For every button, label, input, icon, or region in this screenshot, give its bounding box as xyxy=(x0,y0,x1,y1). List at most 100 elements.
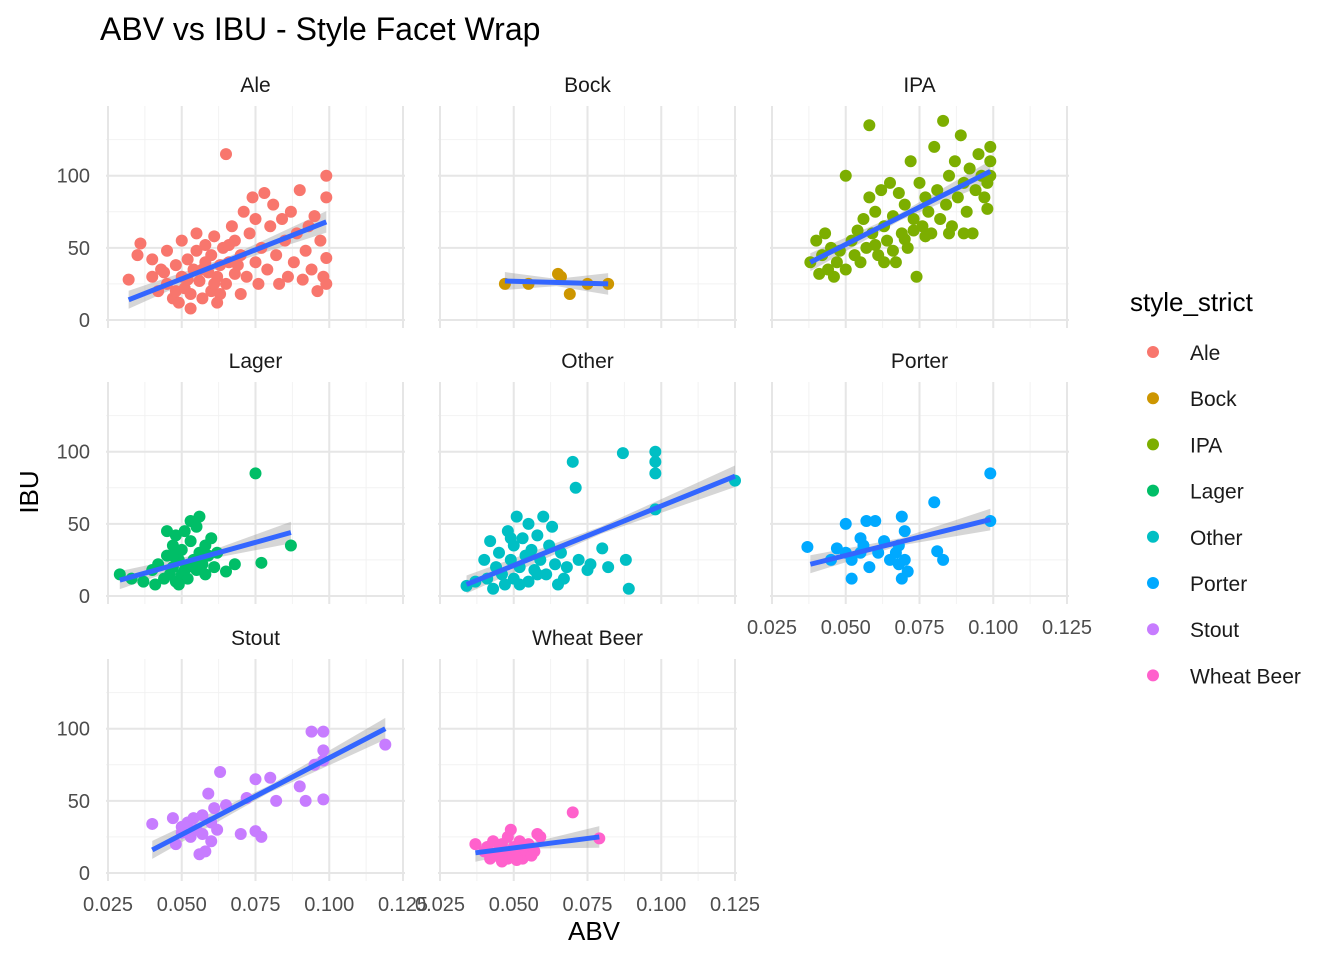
legend: style_strict Ale Bock IPA Lager Other Porter S… xyxy=(1130,287,1301,688)
legend-key-dot xyxy=(1147,577,1159,589)
data-point xyxy=(860,514,873,527)
data-point xyxy=(649,467,662,480)
data-point xyxy=(863,119,876,132)
data-point xyxy=(554,270,567,283)
facet-panel-lager: Lager 0 50 100 xyxy=(57,350,405,608)
regression-line xyxy=(809,517,991,567)
data-point xyxy=(928,496,941,509)
regression-line xyxy=(151,726,387,853)
data-point xyxy=(196,558,209,571)
facet-panel-other: Other xyxy=(438,350,741,604)
data-point xyxy=(516,532,529,545)
data-point xyxy=(484,535,497,548)
data-point xyxy=(196,828,209,841)
data-point xyxy=(169,285,182,298)
data-point xyxy=(540,568,553,581)
data-point xyxy=(205,835,218,848)
data-point xyxy=(220,148,232,161)
facet-panel-stout: Stout 0 50 100 0.025 0.050 0.075 0.100 0.125 xyxy=(57,627,428,916)
x-tick-label: 0.100 xyxy=(304,894,354,916)
data-point xyxy=(184,535,197,548)
data-point xyxy=(234,828,247,841)
legend-key-dot xyxy=(1147,392,1159,405)
data-point xyxy=(572,553,585,566)
data-point xyxy=(196,809,209,822)
data-point xyxy=(249,256,262,269)
data-point xyxy=(616,447,629,460)
data-point xyxy=(193,510,206,523)
facet-strip-label: Stout xyxy=(231,627,280,650)
data-point xyxy=(299,794,312,807)
data-point xyxy=(969,184,982,197)
data-point xyxy=(249,773,262,786)
data-point xyxy=(220,565,232,578)
data-point xyxy=(158,266,171,279)
data-point xyxy=(243,227,256,240)
regression-line xyxy=(119,530,292,583)
data-point xyxy=(513,578,526,591)
data-point xyxy=(984,467,997,480)
legend-item-wheat-beer: Wheat Beer xyxy=(1147,665,1301,688)
legend-label: Other xyxy=(1190,527,1243,550)
data-point xyxy=(566,455,579,468)
x-tick-label: 0.025 xyxy=(415,894,465,916)
data-point xyxy=(246,191,259,204)
data-point xyxy=(875,184,888,197)
data-point xyxy=(166,549,179,562)
data-point xyxy=(258,187,271,200)
facet-strip-label: IPA xyxy=(903,74,935,97)
data-point xyxy=(270,249,283,262)
data-point xyxy=(937,553,950,566)
y-tick-label: 0 xyxy=(79,586,90,608)
data-point xyxy=(249,467,262,480)
data-point xyxy=(928,140,941,153)
data-point xyxy=(943,169,955,182)
data-point xyxy=(957,227,970,240)
data-point xyxy=(379,738,392,751)
data-point xyxy=(190,244,203,257)
data-point xyxy=(122,273,135,286)
data-point xyxy=(602,561,615,574)
data-point xyxy=(498,578,511,591)
data-point xyxy=(228,558,241,571)
data-point xyxy=(299,244,312,257)
x-tick-label: 0.050 xyxy=(821,617,871,639)
data-point xyxy=(234,288,247,301)
data-point xyxy=(904,155,917,168)
legend-item-stout: Stout xyxy=(1147,619,1239,642)
data-point xyxy=(305,263,318,276)
data-point xyxy=(584,558,597,571)
data-point xyxy=(287,256,300,269)
data-point xyxy=(131,249,144,262)
data-point xyxy=(208,802,221,815)
data-point xyxy=(845,572,858,585)
data-point xyxy=(504,823,517,836)
data-point xyxy=(569,481,582,494)
data-point xyxy=(596,542,609,555)
x-axis-title: ABV xyxy=(568,916,621,946)
data-point xyxy=(311,285,324,298)
legend-item-ale: Ale xyxy=(1147,342,1220,365)
data-point xyxy=(892,187,905,200)
data-point xyxy=(972,148,985,161)
x-tick-label: 0.125 xyxy=(378,894,428,916)
data-point xyxy=(563,288,576,301)
data-point xyxy=(161,244,173,257)
data-point xyxy=(175,543,188,556)
data-point xyxy=(264,220,277,233)
x-tick-label: 0.025 xyxy=(747,617,797,639)
data-point xyxy=(293,184,306,197)
data-point xyxy=(231,259,244,272)
data-point xyxy=(889,256,902,269)
legend-key-dot xyxy=(1147,438,1159,451)
facet-panel-wheat-beer: Wheat Beer 0.025 0.050 0.075 0.100 0.125 xyxy=(415,627,760,916)
data-point xyxy=(951,191,964,204)
x-tick-label: 0.025 xyxy=(83,894,133,916)
data-point xyxy=(827,270,840,283)
legend-key-dot xyxy=(1147,484,1159,497)
regression-line xyxy=(475,834,600,856)
data-point xyxy=(199,568,212,581)
data-point xyxy=(886,244,899,257)
data-point xyxy=(878,256,891,269)
data-point xyxy=(214,766,227,778)
